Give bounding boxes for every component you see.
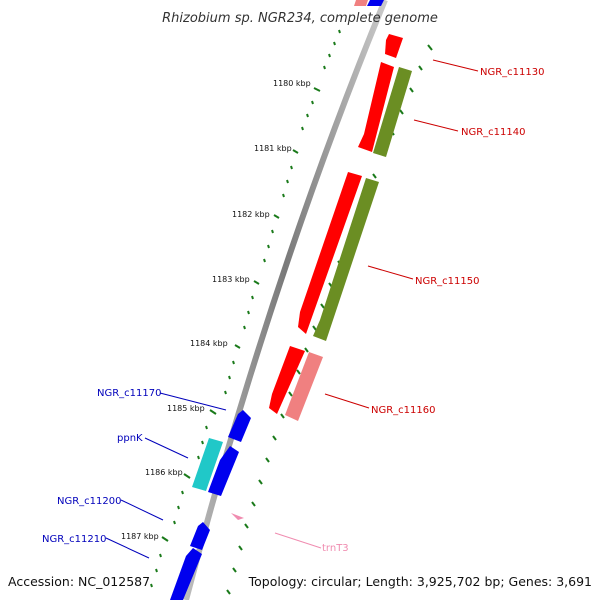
gene-ngr-c11160-pink[interactable] (285, 352, 323, 421)
gene-ngr-c11130[interactable] (385, 34, 403, 58)
tick-label-1187: 1187 kbp (121, 532, 159, 541)
gene-top-partial-blue[interactable] (367, 0, 384, 6)
label-ngr-c11160[interactable]: NGR_c11160 (371, 405, 436, 416)
gene-ngr-c11140-olive[interactable] (373, 67, 412, 157)
tick-label-1183: 1183 kbp (212, 275, 250, 284)
tick-label-1184: 1184 kbp (190, 339, 228, 348)
accession-text: Accession: NC_012587 (8, 574, 150, 589)
gene-ngr-c11210[interactable] (170, 548, 202, 600)
label-ngr-c11140[interactable]: NGR_c11140 (461, 127, 526, 138)
label-ngr-c11170[interactable]: NGR_c11170 (97, 388, 162, 399)
tick-label-1180: 1180 kbp (273, 79, 311, 88)
gene-ngr-c11150-red[interactable] (298, 172, 362, 334)
map-title: Rhizobium sp. NGR234, complete genome (162, 11, 438, 26)
tick-label-1185: 1185 kbp (167, 404, 205, 413)
gene-ngr-c11140-red[interactable] (358, 62, 394, 152)
gene-ngr-c11200[interactable] (190, 522, 210, 550)
genome-summary-text: Topology: circular; Length: 3,925,702 bp… (248, 574, 592, 589)
label-ngr-c11200[interactable]: NGR_c11200 (57, 496, 122, 507)
gene-trnt3[interactable] (231, 513, 244, 520)
gene-ppnk-blue[interactable] (208, 446, 239, 496)
label-ngr-c11130[interactable]: NGR_c11130 (480, 67, 545, 78)
label-connectors (105, 59, 479, 559)
tick-label-1186: 1186 kbp (145, 468, 183, 477)
label-trnt3[interactable]: trnT3 (322, 543, 349, 554)
label-ppnk[interactable]: ppnK (117, 433, 143, 444)
genome-backbone (183, 0, 388, 600)
gene-top-partial-pink[interactable] (354, 0, 368, 6)
tick-label-1181: 1181 kbp (254, 144, 292, 153)
gene-ngr-c11150-olive[interactable] (313, 178, 379, 341)
inner-tick-track (150, 29, 341, 588)
gene-ngr-c11170[interactable] (228, 410, 251, 442)
gene-ppnk-cyan[interactable] (192, 438, 223, 491)
tick-label-1182: 1182 kbp (232, 210, 270, 219)
gene-ngr-c11160-red[interactable] (269, 346, 305, 414)
label-ngr-c11210[interactable]: NGR_c11210 (42, 534, 107, 545)
label-ngr-c11150[interactable]: NGR_c11150 (415, 276, 480, 287)
